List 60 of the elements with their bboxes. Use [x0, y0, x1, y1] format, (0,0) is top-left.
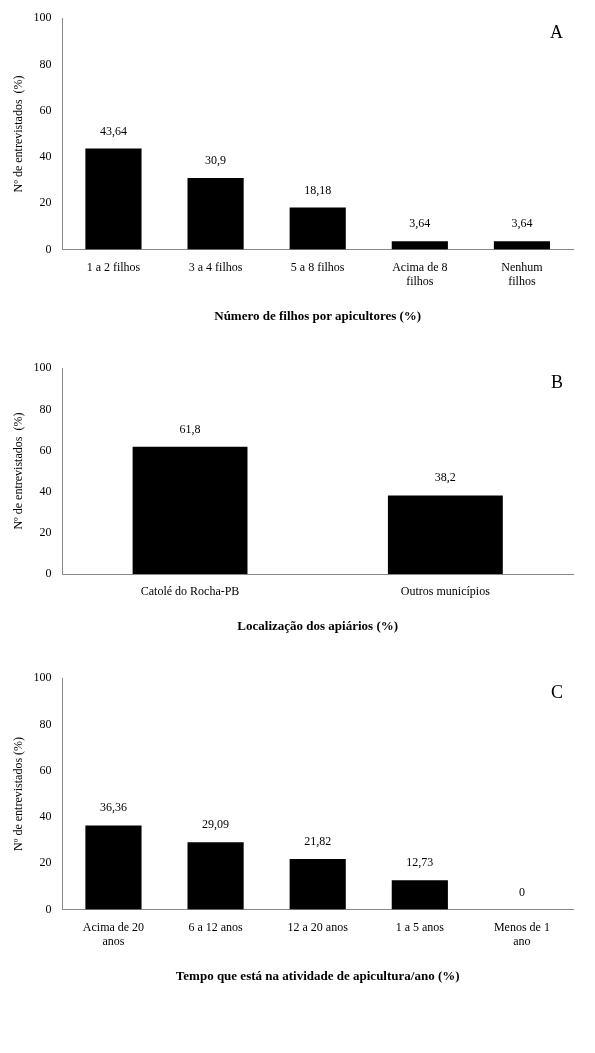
- y-tick-label: 80: [39, 56, 52, 71]
- y-tick-label: 20: [39, 855, 52, 870]
- data-label: 30,9: [205, 153, 227, 168]
- x-tick-label: 1 a 2 filhos: [86, 259, 141, 274]
- x-tick-label: 12 a 20 anos: [287, 919, 349, 934]
- x-tick-label: Outros municípios: [400, 584, 491, 599]
- x-tick-label: 3 a 4 filhos: [188, 259, 243, 274]
- y-axis-title: Nº de entrevistados (%): [11, 412, 26, 530]
- y-tick-label: 100: [33, 360, 52, 375]
- annotation: A: [550, 22, 563, 43]
- bar: [85, 148, 142, 250]
- bar: [289, 859, 346, 910]
- bar: [85, 825, 142, 910]
- x-tick-label: 6 a 12 anos: [188, 919, 244, 934]
- x-tick-label: Nenhum filhos: [501, 259, 544, 289]
- bar: [391, 880, 448, 910]
- data-label: 61,8: [179, 421, 201, 436]
- data-label: 12,73: [406, 855, 434, 870]
- x-tick-label: Catolé do Rocha-PB: [140, 584, 240, 599]
- data-label: 21,82: [304, 834, 332, 849]
- y-tick-label: 0: [45, 241, 52, 256]
- bar: [391, 241, 448, 250]
- y-tick-label: 60: [39, 762, 52, 777]
- data-label: 3,64: [511, 216, 533, 231]
- bar: [289, 207, 346, 250]
- y-tick-label: 40: [39, 809, 52, 824]
- y-tick-label: 80: [39, 401, 52, 416]
- x-tick-label: 1 a 5 anos: [395, 919, 445, 934]
- y-tick-label: 0: [45, 566, 52, 581]
- bar: [493, 241, 551, 250]
- y-axis-title: Nº de entrevistados (%): [11, 75, 26, 193]
- data-label: 0: [518, 884, 525, 899]
- annotation: B: [550, 372, 563, 393]
- data-label: 3,64: [409, 216, 431, 231]
- y-tick-label: 100: [33, 670, 52, 685]
- x-axis-title: Localização dos apiários (%): [237, 617, 399, 633]
- y-tick-label: 20: [39, 195, 52, 210]
- y-tick-label: 80: [39, 716, 52, 731]
- data-label: 43,64: [99, 123, 127, 138]
- data-label: 18,18: [304, 182, 332, 197]
- y-tick-label: 60: [39, 102, 52, 117]
- data-label: 36,36: [99, 800, 127, 815]
- y-tick-label: 60: [39, 442, 52, 457]
- x-tick-label: 5 a 8 filhos: [290, 259, 345, 274]
- x-axis-title: Número de filhos por apicultores (%): [214, 307, 422, 323]
- y-tick-label: 100: [33, 10, 52, 25]
- x-tick-label: Acima de 8 filhos: [392, 259, 448, 289]
- y-tick-label: 20: [39, 525, 52, 539]
- bar: [187, 842, 244, 910]
- x-tick-label: Acima de 20 anos: [82, 919, 145, 949]
- y-tick-label: 40: [39, 483, 52, 498]
- bar: [187, 178, 244, 250]
- y-tick-label: 40: [39, 149, 52, 164]
- y-axis-title: Nº de entrevistados (%): [11, 736, 26, 851]
- data-label: 38,2: [434, 470, 456, 485]
- y-tick-label: 0: [45, 901, 52, 916]
- x-tick-label: Menos de 1 ano: [493, 919, 550, 949]
- data-label: 29,09: [202, 817, 230, 832]
- annotation: C: [550, 682, 563, 703]
- x-axis-title: Tempo que está na atividade de apicultura/ano (%): [175, 967, 460, 983]
